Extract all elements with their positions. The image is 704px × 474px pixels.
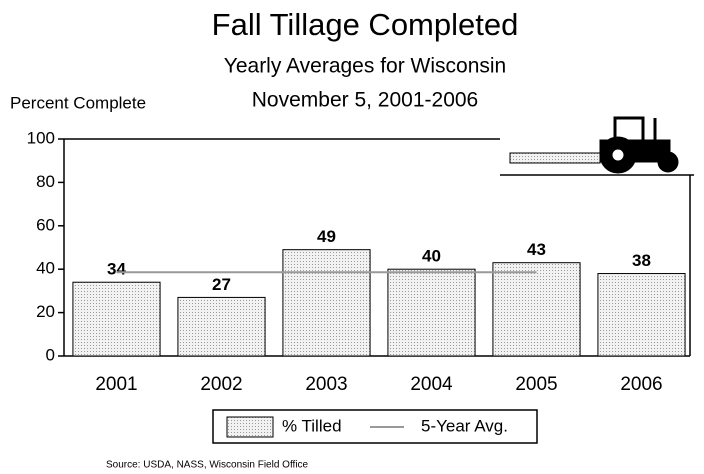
x-tick-label: 2003 — [305, 374, 347, 395]
value-label: 34 — [107, 260, 126, 279]
x-tick-label: 2006 — [620, 374, 662, 395]
y-axis-label: Percent Complete — [10, 93, 146, 112]
x-tick-label: 2005 — [515, 374, 557, 395]
bar — [388, 269, 475, 356]
chart-subtitle: November 5, 2001-2006 — [252, 89, 478, 112]
value-label: 27 — [212, 275, 231, 294]
x-tick-label: 2002 — [200, 374, 242, 395]
y-tick-label: 100 — [27, 128, 55, 147]
chart: Fall Tillage Completed Yearly Averages f… — [0, 0, 704, 474]
y-tick-label: 20 — [36, 302, 55, 321]
value-label: 43 — [527, 240, 546, 259]
x-tick-label: 2001 — [95, 374, 137, 395]
bar — [73, 282, 160, 356]
chart-subtitle: Yearly Averages for Wisconsin — [224, 55, 506, 78]
x-tick-label: 2004 — [410, 374, 453, 395]
legend-swatch — [227, 417, 273, 437]
bar — [598, 274, 685, 356]
y-tick-label: 40 — [36, 259, 55, 278]
bar — [283, 250, 370, 356]
y-tick-label: 60 — [36, 215, 55, 234]
source-note: Source: USDA, NASS, Wisconsin Field Offi… — [106, 460, 309, 471]
bar — [178, 297, 265, 356]
legend-label: % Tilled — [282, 416, 342, 435]
value-label: 40 — [422, 247, 441, 266]
y-tick-label: 80 — [36, 172, 55, 191]
tractor — [500, 118, 694, 175]
value-label: 38 — [632, 251, 651, 270]
value-label: 49 — [317, 227, 336, 246]
legend-label: 5-Year Avg. — [421, 416, 508, 435]
bar — [493, 263, 580, 356]
chart-title: Fall Tillage Completed — [212, 7, 519, 42]
y-tick-label: 0 — [46, 345, 55, 364]
